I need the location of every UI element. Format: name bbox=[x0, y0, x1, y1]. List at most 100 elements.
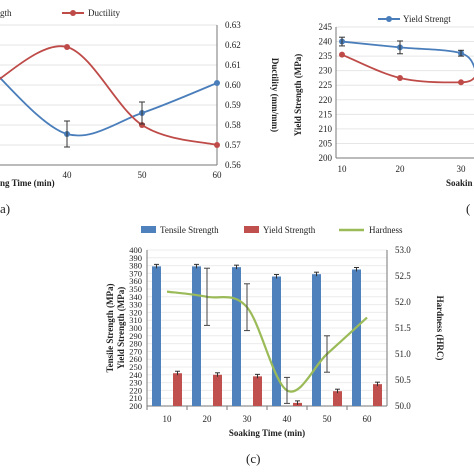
panel-a-point bbox=[64, 44, 70, 50]
panel-b-y-tick-label: 200 bbox=[319, 153, 333, 163]
panel-a-right-tick-label: 0.58 bbox=[225, 120, 241, 130]
panel-a-series-line-2 bbox=[0, 45, 218, 146]
panel-c-bar-tensile bbox=[352, 269, 361, 406]
panel-b-y-tick-label: 235 bbox=[319, 51, 333, 61]
panel-b-xlabel: Soakin bbox=[446, 178, 473, 188]
panel-c-bar-tensile bbox=[312, 274, 321, 406]
panel-c-label: (c) bbox=[246, 451, 260, 466]
panel-c-y-tick-label: 340 bbox=[129, 292, 142, 302]
panel-c-bar-yield bbox=[333, 391, 342, 406]
panel-b-point bbox=[339, 51, 345, 58]
panel-b-label: ( bbox=[466, 201, 470, 216]
panel-c-ylabel-2: Yield Strength (MPa) bbox=[116, 287, 126, 370]
panel-c-y-tick-label: 240 bbox=[129, 370, 142, 380]
panel-b-series-line-1 bbox=[341, 40, 474, 69]
panel-b-y-tick-label: 225 bbox=[319, 80, 333, 90]
panel-b-y-tick-label: 215 bbox=[319, 109, 333, 119]
panel-c-right-tick-label: 50.0 bbox=[395, 401, 411, 411]
panel-c-x-tick-label: 10 bbox=[163, 414, 173, 424]
panel-c-bar-yield bbox=[373, 384, 382, 406]
panel-c: Tensile Strength Yield Strength Hardness… bbox=[105, 225, 445, 466]
panel-c-right-tick-label: 53.0 bbox=[395, 245, 411, 255]
panel-b-y-tick-label: 205 bbox=[319, 138, 333, 148]
panel-b-x-tick-label: 20 bbox=[396, 164, 406, 174]
panel-c-y-tick-label: 270 bbox=[129, 346, 142, 356]
panel-c-right-tick-label: 52.5 bbox=[395, 271, 411, 281]
panel-c-legend-swatch-1 bbox=[141, 226, 156, 233]
panel-b-point bbox=[458, 79, 464, 86]
panel-c-y-tick-label: 360 bbox=[129, 276, 142, 286]
panel-a-label: a) bbox=[0, 201, 10, 216]
panel-a-right-tick-label: 0.63 bbox=[225, 20, 241, 30]
panel-a-right-tick-label: 0.59 bbox=[225, 100, 241, 110]
panel-b-y-tick-label: 220 bbox=[319, 95, 333, 105]
panel-c-y-tick-label: 290 bbox=[129, 331, 142, 341]
panel-b: 200 205 210 215 220 225 230 235 240 245 10 20 30 Yi… bbox=[293, 14, 474, 216]
panel-c-legend-label-1: Tensile Strength bbox=[160, 225, 219, 235]
panel-a-legend-marker-2 bbox=[70, 10, 76, 16]
panel-c-y-tick-label: 210 bbox=[129, 393, 142, 403]
panel-b-y-tick-label: 230 bbox=[319, 66, 333, 76]
panel-b-x-tick-label: 10 bbox=[338, 164, 348, 174]
panel-a-series-line-1 bbox=[0, 76, 218, 137]
panel-a-xlabel: ng Time (min) bbox=[0, 178, 55, 188]
panel-c-y-tick-label: 390 bbox=[129, 253, 142, 263]
panel-a: gth Ductility 0.56 0.57 0.58 0.59 0.60 0.61 0.… bbox=[0, 8, 280, 216]
panel-c-right-tick-label: 51.5 bbox=[395, 323, 411, 333]
panel-b-point bbox=[397, 74, 403, 81]
panel-c-xlabel: Soaking Time (min) bbox=[229, 428, 305, 438]
panel-c-legend-label-2: Yield Strength bbox=[263, 225, 316, 235]
panel-c-ylabel-1: Tensile Strength (MPa) bbox=[105, 283, 115, 372]
panel-c-bar-yield bbox=[253, 376, 262, 406]
panel-b-legend-marker bbox=[386, 16, 392, 22]
panel-c-bar-yield bbox=[213, 374, 222, 406]
panel-a-point bbox=[214, 80, 220, 86]
panel-c-hardness-line bbox=[166, 290, 368, 393]
panel-c-x-tick-label: 40 bbox=[283, 414, 293, 424]
panel-b-legend: Yield Strengt bbox=[378, 14, 451, 24]
panel-c-y-tick-label: 380 bbox=[129, 261, 142, 271]
panel-c-bar-tensile bbox=[232, 267, 241, 406]
panel-c-y-tick-label: 400 bbox=[129, 245, 142, 255]
panel-c-legend: Tensile Strength Yield Strength Hardness bbox=[141, 225, 403, 235]
panel-c-y-tick-label: 260 bbox=[129, 354, 142, 364]
panel-c-y-tick-label: 370 bbox=[129, 268, 142, 278]
panel-a-x-tick-label: 60 bbox=[213, 170, 223, 180]
panel-c-bar-tensile bbox=[272, 276, 281, 406]
panel-a-x-tick-label: 40 bbox=[63, 170, 73, 180]
panel-c-right-tick-label: 51.0 bbox=[395, 349, 411, 359]
panel-b-ylabel: Yield Strength (MPa) bbox=[293, 54, 303, 137]
panel-b-series-line-2 bbox=[341, 53, 474, 84]
panel-b-y-tick-label: 210 bbox=[319, 124, 333, 134]
panel-c-x-tick-label: 60 bbox=[363, 414, 373, 424]
panel-c-x-tick-label: 50 bbox=[323, 414, 333, 424]
panel-a-legend: gth Ductility bbox=[0, 8, 120, 18]
panel-b-x-tick-label: 30 bbox=[457, 164, 467, 174]
panel-c-bar-yield bbox=[173, 373, 182, 406]
panel-a-legend-label-2: Ductility bbox=[88, 8, 120, 18]
panel-a-right-tick-label: 0.60 bbox=[225, 80, 241, 90]
panel-a-right-tick-label: 0.56 bbox=[225, 160, 241, 170]
panel-c-y-tick-label: 320 bbox=[129, 307, 142, 317]
panel-c-y-tick-label: 300 bbox=[129, 323, 142, 333]
panel-c-right-tick-label: 50.5 bbox=[395, 375, 411, 385]
panel-c-y-tick-label: 350 bbox=[129, 284, 142, 294]
panel-a-right-tick-label: 0.57 bbox=[225, 140, 241, 150]
panel-a-right-tick-label: 0.61 bbox=[225, 60, 241, 70]
panel-a-legend-label-1: gth bbox=[0, 8, 12, 18]
panel-a-right-tick-label: 0.62 bbox=[225, 40, 241, 50]
panel-c-y-tick-label: 200 bbox=[129, 401, 142, 411]
panel-c-y-tick-label: 220 bbox=[129, 385, 142, 395]
panel-c-bar-tensile bbox=[152, 266, 161, 406]
panel-b-legend-label: Yield Strengt bbox=[403, 14, 451, 24]
panel-a-x-tick-label: 50 bbox=[138, 170, 148, 180]
panel-a-point bbox=[214, 142, 220, 148]
panel-c-x-tick-label: 30 bbox=[243, 414, 253, 424]
panel-c-legend-swatch-2 bbox=[244, 226, 259, 233]
panel-c-y-tick-label: 230 bbox=[129, 378, 142, 388]
panel-b-y-tick-label: 245 bbox=[319, 22, 333, 32]
panel-c-right-ylabel: Hardness (HRC) bbox=[435, 296, 445, 361]
panel-b-y-tick-label: 240 bbox=[319, 37, 333, 47]
panel-c-x-tick-label: 20 bbox=[203, 414, 213, 424]
